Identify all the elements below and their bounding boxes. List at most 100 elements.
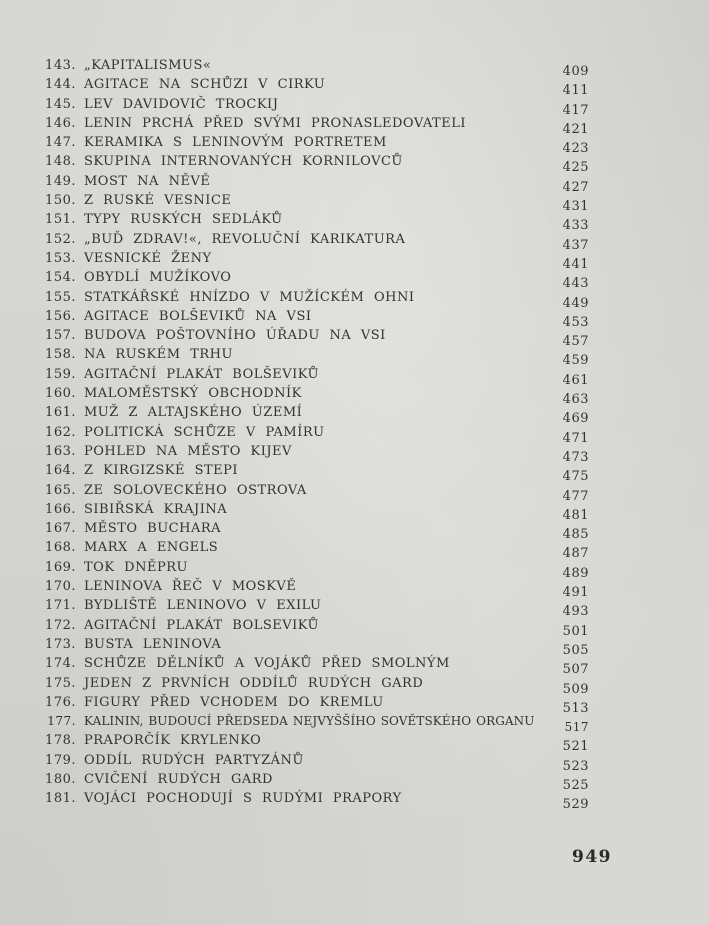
item-number: 178.: [45, 733, 76, 749]
item-number: 166.: [45, 501, 76, 517]
item-number: 172.: [45, 617, 76, 633]
item-title: LENINOVA ŘEČ V MOSKVĚ: [84, 579, 297, 595]
item-page: 437: [562, 237, 589, 253]
list-item: 181. VOJÁCI POCHODUJÍ S RUDÝMI PRAPORY 529: [44, 791, 589, 813]
list-item: 155. STATKÁŘSKÉ HNÍZDO V MUŽÍCKÉM OHNI 449: [44, 289, 589, 311]
item-number: 175.: [45, 675, 76, 691]
item-number: 150.: [45, 193, 76, 209]
item-number: 160.: [45, 386, 76, 402]
item-page: 443: [562, 276, 589, 292]
item-title: CVIČENÍ RUDÝCH GARD: [84, 771, 273, 787]
item-page: 477: [562, 488, 589, 504]
item-number: 173.: [45, 636, 76, 652]
item-page: 453: [562, 314, 589, 330]
list-item: 178. PRAPORČÍK KRYLENKO 521: [44, 733, 589, 754]
page-number: 949: [572, 847, 612, 867]
list-item: 175. JEDEN Z PRVNÍCH ODDÍLŮ RUDÝCH GARD 50…: [44, 675, 589, 697]
list-item: 176. FIGURY PŘED VCHODEM DO KREMLU 513: [44, 694, 589, 716]
item-page: 423: [562, 141, 589, 157]
item-title: AGITAČNÍ PLAKÁT BOLŠEVIKŮ: [84, 366, 319, 382]
list-item: 147. KERAMIKA S LENINOVÝM PORTRETEM 423: [44, 135, 589, 157]
item-number: 177.: [47, 714, 76, 729]
list-item: 170. LENINOVA ŘEČ V MOSKVĚ 491: [44, 579, 589, 601]
list-item: 143. „KAPITALISMUS« 409: [44, 58, 589, 79]
item-number: 164.: [45, 463, 76, 479]
item-page: 459: [562, 353, 589, 369]
item-number: 146.: [45, 115, 76, 131]
item-page: 417: [562, 102, 589, 118]
item-page: 471: [562, 430, 589, 446]
item-title: FIGURY PŘED VCHODEM DO KREMLU: [84, 694, 384, 710]
item-title: MUŽ Z ALTAJSKÉHO ÚZEMÍ: [84, 405, 303, 421]
item-number: 155.: [45, 289, 76, 305]
list-item: 153. VESNICKÉ ŽENY 441: [44, 250, 589, 272]
item-number: 161.: [45, 405, 76, 421]
item-number: 181.: [45, 791, 76, 807]
item-title: KALININ, BUDOUCÍ PŘEDSEDA NEJVYŠŠÍHO SOV…: [84, 714, 535, 729]
item-number: 162.: [45, 424, 76, 440]
item-number: 153.: [45, 250, 76, 266]
item-title: POHLED NA MĚSTO KIJEV: [84, 443, 292, 459]
item-title: Z KIRGIZSKÉ STEPI: [84, 463, 239, 479]
item-page: 525: [562, 777, 589, 793]
list-item: 163. POHLED NA MĚSTO KIJEV 473: [44, 443, 589, 465]
list-item: 150. Z RUSKÉ VESNICE 431: [44, 193, 589, 215]
item-page: 513: [562, 700, 589, 716]
item-number: 171.: [45, 598, 76, 614]
list-item: 154. OBYDLÍ MUŽÍKOVO 443: [44, 270, 589, 292]
list-item: 164. Z KIRGIZSKÉ STEPI 475: [44, 463, 589, 484]
item-title: SCHŮZE DĚLNÍKŮ A VOJÁKŮ PŘED SMOLNÝM: [84, 656, 450, 672]
item-title: „KAPITALISMUS«: [84, 58, 212, 73]
item-title: AGITACE NA SCHŮZI V CIRKU: [84, 77, 326, 93]
item-title: ODDÍL RUDÝCH PARTYZÁNŮ: [84, 752, 304, 768]
list-item: 152. „BUĎ ZDRAV!«, REVOLUČNÍ KARIKATURA 43…: [44, 231, 589, 253]
item-page: 507: [562, 662, 589, 678]
item-number: 179.: [45, 752, 76, 768]
item-number: 169.: [45, 559, 76, 575]
item-page: 457: [562, 334, 589, 350]
item-page: 523: [562, 758, 589, 774]
item-title: ZE SOLOVECKÉHO OSTROVA: [84, 482, 307, 498]
item-number: 157.: [45, 328, 76, 344]
item-number: 176.: [45, 694, 76, 710]
item-number: 143.: [45, 58, 76, 73]
list-item: 157. BUDOVA POŠTOVNÍHO ÚŘADU NA VSI 457: [44, 328, 589, 350]
item-page: 433: [562, 218, 589, 234]
item-page: 411: [562, 83, 589, 99]
item-page: 493: [562, 604, 589, 620]
item-number: 159.: [45, 366, 76, 382]
item-page: 431: [562, 199, 589, 215]
item-page: 529: [562, 797, 589, 813]
list-item: 165. ZE SOLOVECKÉHO OSTROVA 477: [44, 482, 589, 504]
item-title: LEV DAVIDOVIČ TROCKIJ: [84, 96, 279, 112]
list-item: 162. POLITICKÁ SCHŮZE V PAMÍRU 471: [44, 424, 589, 446]
item-page: 489: [562, 565, 589, 581]
item-title: STATKÁŘSKÉ HNÍZDO V MUŽÍCKÉM OHNI: [84, 289, 415, 305]
item-title: „BUĎ ZDRAV!«, REVOLUČNÍ KARIKATURA: [84, 231, 406, 247]
item-page: 473: [562, 449, 589, 465]
item-page: 491: [562, 585, 589, 601]
list-item: 177. KALININ, BUDOUCÍ PŘEDSEDA NEJVYŠŠÍHO…: [44, 714, 589, 735]
item-number: 144.: [45, 77, 76, 93]
list-item: 173. BUSTA LENINOVA 505: [44, 636, 589, 658]
list-item: 158. NA RUSKÉM TRHU 459: [44, 347, 589, 369]
list-item: 167. MĚSTO BUCHARA 485: [44, 521, 589, 542]
item-title: KERAMIKA S LENINOVÝM PORTRETEM: [84, 135, 387, 151]
list-item: 146. LENIN PRCHÁ PŘED SVÝMI PRONASLEDOVAT…: [44, 115, 589, 137]
item-title: BUDOVA POŠTOVNÍHO ÚŘADU NA VSI: [84, 328, 386, 344]
list-item: 148. SKUPINA INTERNOVANÝCH KORNILOVCŮ 425: [44, 154, 589, 175]
list-item: 160. MALOMĚSTSKÝ OBCHODNÍK 463: [44, 386, 589, 407]
item-title: MOST NA NĚVĚ: [84, 173, 211, 189]
item-title: Z RUSKÉ VESNICE: [84, 193, 232, 209]
item-number: 174.: [45, 656, 76, 672]
item-title: BYDLIŠTĚ LENINOVO V EXILU: [84, 598, 322, 614]
item-title: VOJÁCI POCHODUJÍ S RUDÝMI PRAPORY: [84, 791, 402, 807]
item-page: 421: [562, 121, 589, 137]
item-number: 163.: [45, 443, 76, 459]
item-page: 517: [564, 720, 589, 735]
item-number: 156.: [45, 308, 76, 324]
item-number: 147.: [45, 135, 76, 151]
item-title: AGITACE BOLŠEVIKŮ NA VSI: [84, 308, 312, 324]
item-title: LENIN PRCHÁ PŘED SVÝMI PRONASLEDOVATELI: [84, 115, 466, 131]
